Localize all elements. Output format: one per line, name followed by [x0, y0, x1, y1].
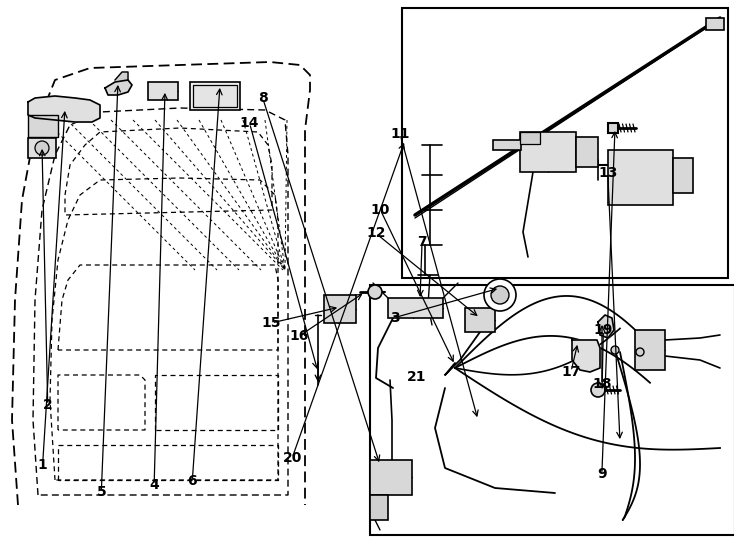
Bar — [520, 132, 540, 144]
Text: 16: 16 — [290, 329, 309, 343]
Circle shape — [35, 141, 49, 155]
Bar — [370, 495, 388, 520]
Bar — [324, 295, 356, 323]
Polygon shape — [598, 315, 614, 338]
Bar — [28, 115, 58, 137]
Polygon shape — [572, 340, 600, 372]
Text: 2: 2 — [43, 398, 53, 412]
Circle shape — [491, 286, 509, 304]
Text: 13: 13 — [598, 166, 617, 180]
Circle shape — [484, 279, 516, 311]
Circle shape — [368, 285, 382, 299]
Circle shape — [636, 348, 644, 356]
Text: 1: 1 — [37, 458, 48, 472]
Bar — [190, 82, 240, 110]
Text: 12: 12 — [366, 226, 385, 240]
Bar — [635, 330, 665, 370]
Text: 4: 4 — [149, 478, 159, 492]
Bar — [576, 137, 598, 167]
Text: 5: 5 — [96, 485, 106, 500]
Bar — [370, 285, 734, 535]
Bar — [608, 123, 618, 133]
Polygon shape — [115, 72, 128, 80]
Bar — [520, 132, 576, 172]
Text: 8: 8 — [258, 91, 268, 105]
Text: 7: 7 — [417, 235, 427, 249]
Polygon shape — [105, 80, 132, 95]
Text: 18: 18 — [592, 377, 611, 392]
Text: 15: 15 — [262, 316, 281, 330]
Text: 17: 17 — [562, 364, 581, 379]
Bar — [465, 308, 495, 332]
Bar — [193, 85, 237, 107]
Text: 9: 9 — [597, 467, 607, 481]
Bar — [148, 82, 178, 100]
Text: 11: 11 — [390, 127, 410, 141]
Text: 6: 6 — [187, 474, 197, 488]
Circle shape — [591, 383, 605, 397]
Text: 3: 3 — [390, 310, 400, 325]
Bar — [673, 158, 693, 193]
Bar — [402, 8, 728, 278]
Text: 10: 10 — [371, 202, 390, 217]
Text: 20: 20 — [283, 451, 302, 465]
Bar — [370, 460, 412, 495]
Bar — [706, 18, 724, 30]
Text: 21: 21 — [407, 370, 426, 384]
Bar — [388, 298, 443, 318]
Polygon shape — [28, 96, 100, 122]
Bar — [608, 150, 673, 205]
Text: 19: 19 — [594, 323, 613, 338]
Bar — [28, 138, 56, 158]
Circle shape — [611, 346, 619, 354]
Text: 14: 14 — [240, 116, 259, 130]
Bar — [493, 140, 521, 150]
